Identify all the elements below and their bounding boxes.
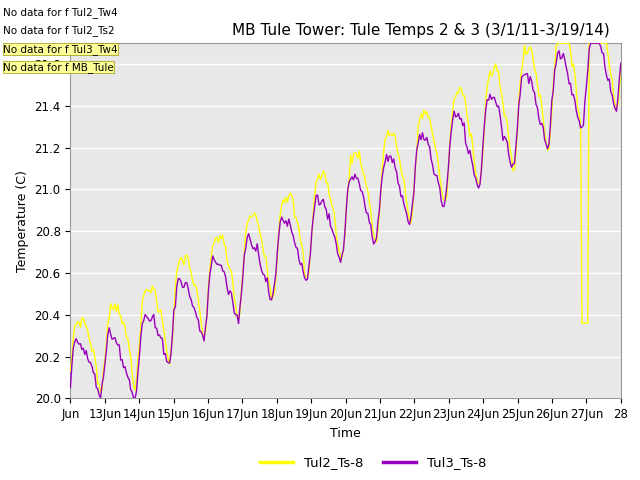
X-axis label: Time: Time [330,427,361,440]
Text: No data for f Tul2_Ts2: No data for f Tul2_Ts2 [3,25,115,36]
Text: No data for f Tul2_Tw4: No data for f Tul2_Tw4 [3,7,118,18]
Legend: Tul2_Ts-8, Tul3_Ts-8: Tul2_Ts-8, Tul3_Ts-8 [255,451,492,475]
Text: No data for f MB_Tule: No data for f MB_Tule [3,62,114,73]
Text: No data for f Tul3_Tw4: No data for f Tul3_Tw4 [3,44,118,55]
Y-axis label: Temperature (C): Temperature (C) [16,170,29,272]
Text: MB Tule Tower: Tule Temps 2 & 3 (3/1/11-3/19/14): MB Tule Tower: Tule Temps 2 & 3 (3/1/11-… [232,23,610,38]
